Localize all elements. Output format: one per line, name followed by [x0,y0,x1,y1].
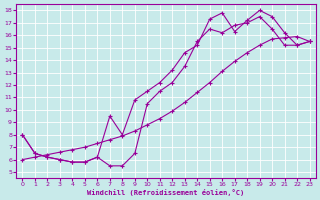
X-axis label: Windchill (Refroidissement éolien,°C): Windchill (Refroidissement éolien,°C) [87,189,245,196]
